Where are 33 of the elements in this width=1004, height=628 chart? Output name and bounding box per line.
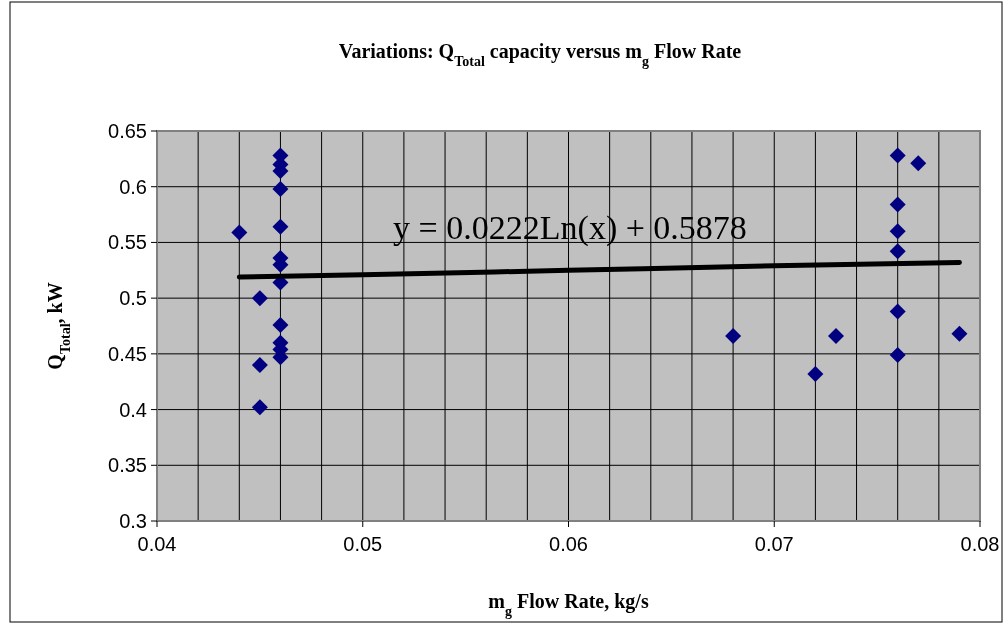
point xyxy=(231,224,248,241)
point xyxy=(272,316,289,333)
point xyxy=(889,223,906,240)
point xyxy=(910,155,927,172)
point xyxy=(272,180,289,197)
chart-title: Variations: Q$_{Total}$ capacity versus m$_{g}$ Flow Rate xyxy=(338,40,742,69)
x-tick-label: 0.07 xyxy=(754,533,794,555)
point xyxy=(889,196,906,213)
point xyxy=(251,290,268,307)
point xyxy=(807,365,824,382)
point xyxy=(889,303,906,320)
point xyxy=(889,243,906,260)
point xyxy=(827,328,844,345)
y-tick-label: 0.5 xyxy=(119,287,147,310)
point xyxy=(251,399,268,416)
point xyxy=(889,147,906,164)
x-axis-title: m$_{g}$ Flow Rate, kg/s xyxy=(488,590,649,619)
point xyxy=(889,346,906,363)
y-tick-label: 0.3 xyxy=(119,510,147,532)
y-tick-label: 0.6 xyxy=(119,175,147,198)
y-tick-label: 0.35 xyxy=(108,454,147,477)
point xyxy=(725,328,742,345)
x-tick-label: 0.06 xyxy=(549,533,588,555)
y-tick-label: 0.65 xyxy=(108,120,147,142)
x-tick-label: 0.04 xyxy=(137,533,177,555)
x-tick-label: 0.05 xyxy=(343,533,383,555)
point xyxy=(951,325,968,342)
x-tick-label: 0.08 xyxy=(960,533,1000,555)
y-tick-label: 0.55 xyxy=(108,231,147,254)
y-tick-label: 0.45 xyxy=(108,342,147,365)
point xyxy=(251,357,268,373)
y-tick-label: 0.4 xyxy=(119,398,147,421)
point xyxy=(272,218,289,235)
